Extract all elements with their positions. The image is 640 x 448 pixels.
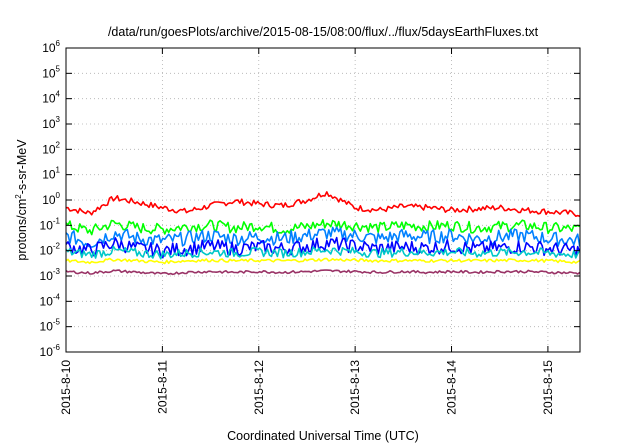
y-tick-label-base: 10 <box>40 218 54 232</box>
y-tick-label-exp: 0 <box>56 191 61 200</box>
y-tick-label: 10-6 <box>40 343 61 359</box>
y-tick-label-base: 10 <box>40 244 54 258</box>
series-line <box>66 191 580 217</box>
y-tick-label-base: 10 <box>42 168 56 182</box>
y-tick-label-exp: 2 <box>56 140 61 149</box>
x-tick-label: 2015-8-10 <box>59 360 73 415</box>
y-tick-label-base: 10 <box>42 142 56 156</box>
y-tick-label-base: 10 <box>40 294 54 308</box>
y-tick-labels: 10-610-510-410-310-210-11001011021031041… <box>40 39 61 359</box>
x-tick-label: 2015-8-12 <box>252 360 266 415</box>
y-axis-title-sup: 2 <box>14 194 23 199</box>
y-tick-label: 105 <box>42 64 60 80</box>
x-axis-title: Coordinated Universal Time (UTC) <box>227 429 419 443</box>
y-tick-label-exp: 4 <box>56 90 61 99</box>
y-axis-title: protons/cm2-s-sr-MeV <box>14 139 29 261</box>
y-tick-label: 10-3 <box>40 267 61 283</box>
y-tick-label-base: 10 <box>40 320 54 334</box>
x-tick-labels: 2015-8-10 2015-8-11 2015-8-12 2015-8-13 2015… <box>59 360 555 415</box>
y-tick-label-base: 10 <box>42 193 56 207</box>
y-tick-label-base: 10 <box>42 41 56 55</box>
series-line <box>65 236 581 259</box>
y-tick-label-base: 10 <box>40 269 54 283</box>
y-tick-label: 10-2 <box>40 242 61 258</box>
y-tick-label: 100 <box>42 191 60 207</box>
series-line <box>65 219 581 236</box>
grid <box>66 48 580 352</box>
y-tick-label: 104 <box>42 90 60 106</box>
y-tick-label: 10-1 <box>40 216 61 232</box>
y-tick-label: 103 <box>42 115 60 131</box>
y-tick-label-exp: -5 <box>53 318 61 327</box>
series-group <box>65 191 581 276</box>
x-tick-label: 2015-8-13 <box>348 360 362 415</box>
y-tick-label-exp: -2 <box>53 242 61 251</box>
y-tick-label: 101 <box>42 166 60 182</box>
series-line <box>65 269 581 276</box>
y-tick-label-exp: -3 <box>53 267 61 276</box>
y-tick-label-exp: -4 <box>53 292 61 301</box>
y-tick-label: 10-4 <box>40 292 61 308</box>
y-tick-label-exp: -1 <box>53 216 61 225</box>
x-tick-label: 2015-8-11 <box>155 360 169 414</box>
y-axis-title-main: protons/cm <box>15 199 29 261</box>
y-tick-label: 10-5 <box>40 318 61 334</box>
y-tick-label-exp: -6 <box>53 343 61 352</box>
y-tick-label-exp: 6 <box>56 39 61 48</box>
chart-title: /data/run/goesPlots/archive/2015-08-15/0… <box>108 25 539 39</box>
y-tick-label: 102 <box>42 140 60 156</box>
y-tick-label-base: 10 <box>42 117 56 131</box>
x-tick-label: 2015-8-14 <box>445 360 459 415</box>
y-tick-label-exp: 3 <box>56 115 61 124</box>
x-tick-label: 2015-8-15 <box>541 360 555 415</box>
series-line <box>65 257 581 265</box>
series-line <box>65 245 581 260</box>
y-tick-label-base: 10 <box>42 92 56 106</box>
y-tick-label-base: 10 <box>40 345 54 359</box>
axis-ticks <box>65 47 580 353</box>
y-tick-label: 106 <box>42 39 60 55</box>
y-tick-label-base: 10 <box>42 66 56 80</box>
y-tick-label-exp: 5 <box>56 64 61 73</box>
y-axis-title-rest: -s-sr-MeV <box>15 139 29 195</box>
y-tick-label-exp: 1 <box>56 166 61 175</box>
